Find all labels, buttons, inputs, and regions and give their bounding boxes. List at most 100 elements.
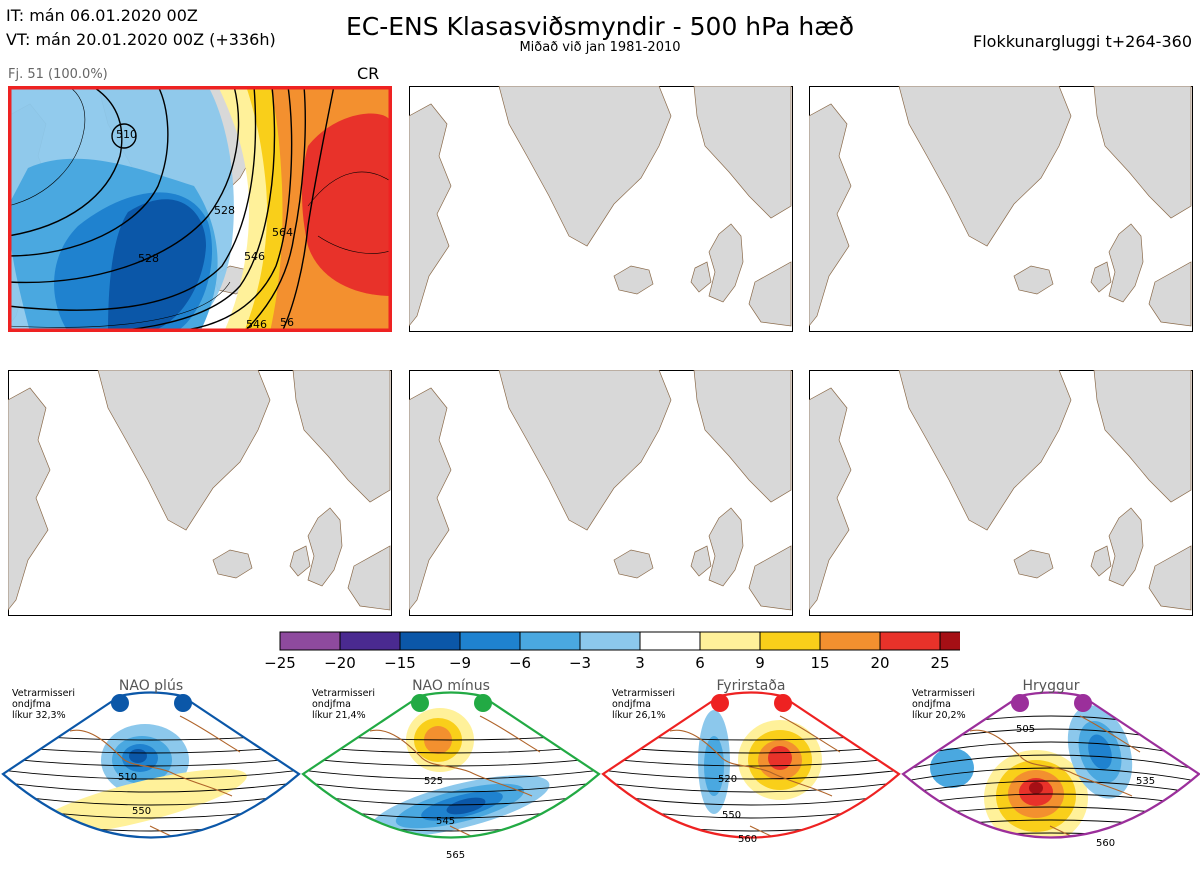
regime-panel-border — [601, 691, 901, 839]
colorbar-tick-label: 9 — [755, 654, 765, 672]
colorbar-tick-label: −15 — [384, 654, 416, 672]
colorbar-tick-label: −25 — [264, 654, 296, 672]
colorbar-swatch — [639, 631, 701, 651]
height-contour — [303, 781, 599, 793]
contour-label: 546 — [246, 318, 267, 331]
regime-marker-dot — [474, 694, 492, 712]
coastline — [69, 715, 241, 838]
regime-panel-border — [301, 691, 601, 839]
cluster-map-panel-3 — [809, 86, 1193, 332]
cluster-tag: CR — [357, 64, 380, 83]
contour-label: 545 — [436, 816, 455, 827]
cluster-map-panel-5 — [409, 370, 793, 616]
colorbar-swatch — [939, 631, 960, 651]
height-contour — [303, 757, 599, 767]
regime-name: Hryggur — [1023, 678, 1080, 694]
colorbar-tick-label: −3 — [569, 654, 591, 672]
height-contour — [903, 767, 1199, 783]
regime-info: ondjfma — [612, 699, 651, 710]
height-contour — [603, 769, 899, 780]
height-contour — [303, 769, 599, 780]
colorbar-swatch — [459, 631, 521, 651]
height-contour — [603, 793, 899, 806]
colorbar-swatch — [279, 631, 341, 651]
colorbar-tick-label: 15 — [810, 654, 829, 672]
colorbar-swatch — [759, 631, 821, 651]
contour-label: 528 — [214, 204, 235, 217]
regime-info: Vetrarmisseri — [312, 688, 375, 699]
cluster-map-panel-2 — [409, 86, 793, 332]
regime-info: Vetrarmisseri — [12, 688, 75, 699]
coastline — [369, 715, 541, 838]
contour-label: 546 — [244, 250, 265, 263]
contour-label: 565 — [446, 850, 465, 861]
contour-label: 560 — [738, 834, 757, 845]
contour-label: 560 — [1096, 838, 1115, 849]
regime-info: Vetrarmisseri — [612, 688, 675, 699]
height-contour — [903, 780, 1199, 795]
member-count-label: Fj. 51 (100.0%) — [8, 67, 108, 82]
height-contour — [603, 757, 899, 767]
regime-info: líkur 32,3% — [12, 710, 66, 721]
colorbar-swatch — [879, 631, 941, 651]
contour-label: 528 — [138, 252, 159, 265]
regime-panel-border — [1, 691, 301, 839]
coastline — [669, 715, 841, 838]
regime-marker-dot — [1074, 694, 1092, 712]
contour-label: 510 — [118, 772, 137, 783]
height-contour — [3, 757, 299, 767]
regime-name: NAO mínus — [412, 678, 490, 694]
colorbar-swatch — [339, 631, 401, 651]
regime-marker-dot — [1011, 694, 1029, 712]
colorbar-tick-label: 20 — [870, 654, 889, 672]
height-contour — [303, 793, 599, 806]
initial-time: IT: mán 06.01.2020 00Z — [6, 6, 198, 25]
clustering-window-label: Flokkunargluggi t+264-360 — [973, 32, 1192, 51]
colorbar-tick-label: −9 — [449, 654, 471, 672]
height-contour — [903, 832, 1199, 838]
colorbar-tick-label: 25 — [930, 654, 949, 672]
colorbar-swatch — [699, 631, 761, 651]
regime-info: Vetrarmisseri — [912, 688, 975, 699]
regime-info: líkur 20,2% — [912, 710, 966, 721]
anomaly-colorbar: −25 −20 −15 −9 −6 −3 3 6 9 15 20 25 — [264, 631, 960, 672]
regime-info: ondjfma — [12, 699, 51, 710]
regime-marker-dot — [174, 694, 192, 712]
height-contour — [603, 781, 899, 793]
coastline — [969, 715, 1141, 838]
valid-time: VT: mán 20.01.2020 00Z (+336h) — [6, 30, 276, 49]
regime-marker-dot — [774, 694, 792, 712]
height-contour — [3, 769, 299, 780]
colorbar-swatch — [519, 631, 581, 651]
regime-info: ondjfma — [912, 699, 951, 710]
contour-label: 505 — [1016, 724, 1035, 735]
regime-marker-dot — [411, 694, 429, 712]
contour-label: 550 — [132, 806, 151, 817]
colorbar-swatch — [579, 631, 641, 651]
regime-name: Fyrirstaða — [717, 678, 786, 694]
contour-label: 510 — [116, 128, 137, 141]
cluster-map-panel-6 — [809, 370, 1193, 616]
colorbar-tick-label: 6 — [695, 654, 705, 672]
regime-info: líkur 21,4% — [312, 710, 366, 721]
selected-panel-highlight — [8, 86, 392, 332]
height-contour — [0, 842, 302, 857]
page-title: EC-ENS Klasasviðsmyndir - 500 hPa hæð — [345, 12, 855, 41]
regime-marker-dot — [111, 694, 129, 712]
cluster-map-panel-1: 510 528 546 564 546 528 56 — [8, 86, 392, 332]
contour-label: 550 — [722, 810, 741, 821]
height-contour — [903, 754, 1199, 771]
contour-label: 525 — [424, 776, 443, 787]
contour-label: 520 — [718, 774, 737, 785]
contour-label: 56 — [280, 316, 294, 329]
regime-info: ondjfma — [312, 699, 351, 710]
height-contour — [3, 781, 299, 793]
colorbar-tick-label: −20 — [324, 654, 356, 672]
regime-panel-border — [901, 691, 1200, 839]
height-contour — [3, 793, 299, 806]
colorbar-swatch — [399, 631, 461, 651]
